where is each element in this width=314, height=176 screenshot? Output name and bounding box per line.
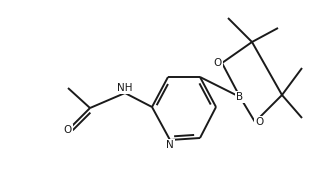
Text: O: O [255, 117, 263, 127]
Text: O: O [64, 125, 72, 135]
Text: N: N [166, 140, 174, 150]
Text: O: O [214, 58, 222, 68]
Text: B: B [236, 92, 244, 102]
Text: NH: NH [117, 83, 133, 93]
